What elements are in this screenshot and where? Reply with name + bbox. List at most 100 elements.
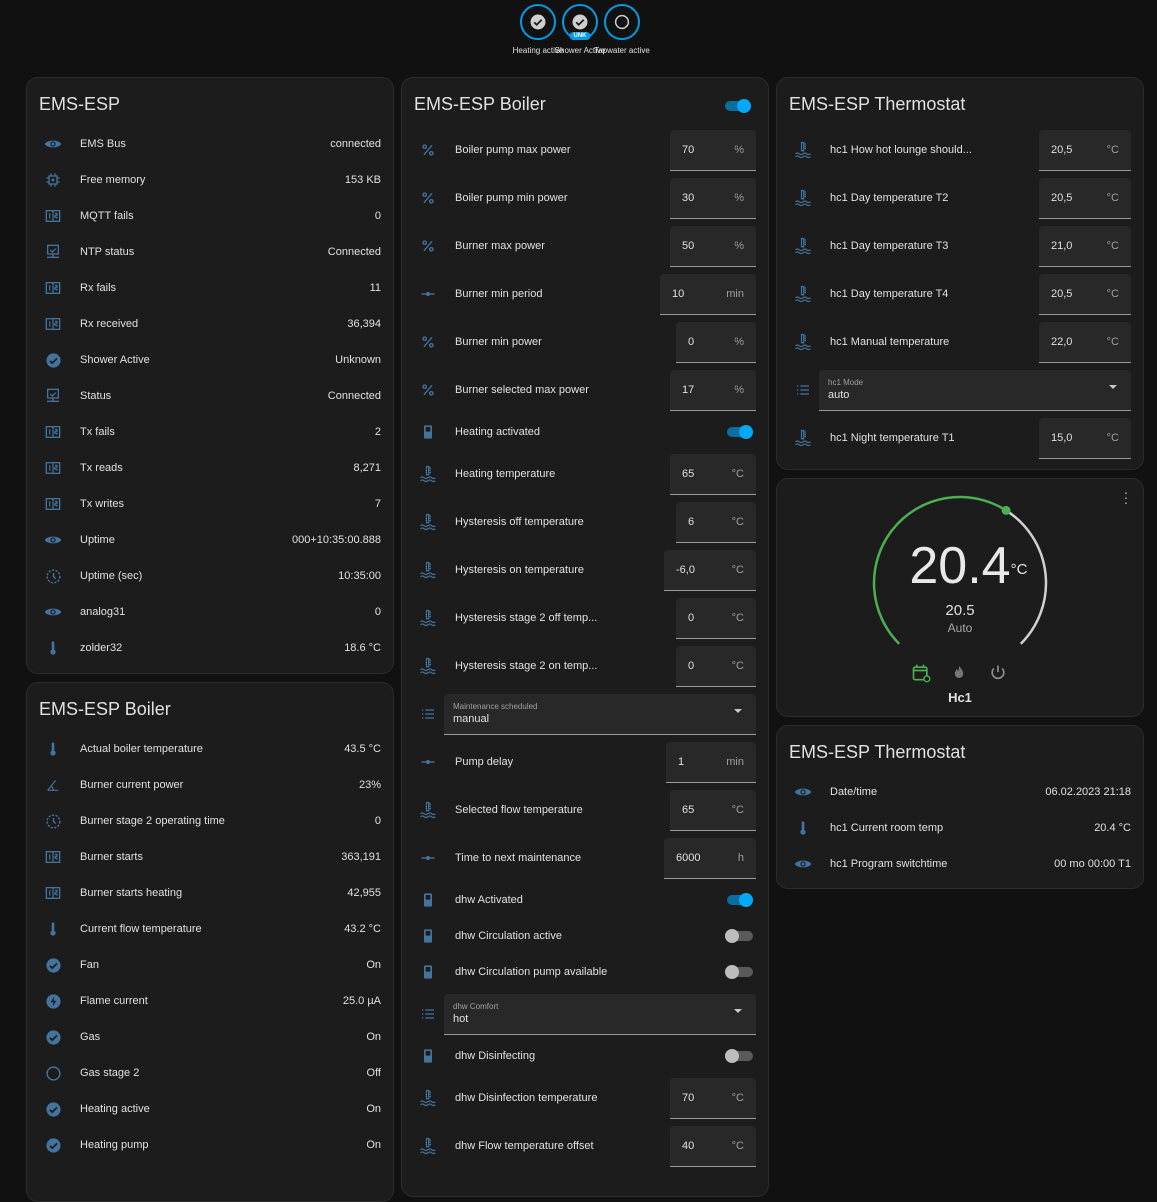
number-input[interactable]: 17% <box>670 369 756 411</box>
more-options-icon[interactable]: · · · <box>1123 484 1129 510</box>
entity-row-fan[interactable]: Fan On <box>27 947 393 983</box>
list-icon <box>416 702 440 726</box>
entity-row-heating-pump[interactable]: Heating pump On <box>27 1127 393 1163</box>
entity-row-zolder32[interactable]: zolder32 18.6 °C <box>27 630 393 666</box>
number-input[interactable]: 15,0 °C <box>1039 417 1131 459</box>
card-title-text: EMS-ESP Thermostat <box>789 94 966 114</box>
entity-row-tx-fails[interactable]: Tx fails 2 <box>27 414 393 450</box>
number-input[interactable]: 0 °C <box>676 597 756 639</box>
entity-row-flame-current[interactable]: Flame current 25.0 µA <box>27 983 393 1019</box>
entity-row-gas[interactable]: Gas On <box>27 1019 393 1055</box>
entity-row-free-memory[interactable]: Free memory 153 KB <box>27 162 393 198</box>
entity-row-tx-writes[interactable]: Tx writes 7 <box>27 486 393 522</box>
entity-row-rx-received[interactable]: Rx received 36,394 <box>27 306 393 342</box>
entity-row-ntp-status[interactable]: NTP status Connected <box>27 234 393 270</box>
number-input[interactable]: 50% <box>670 225 756 267</box>
badge-tapwater-active[interactable]: Tapwater active <box>594 4 650 56</box>
number-input[interactable]: 6000 h <box>664 837 756 879</box>
entity-row-analog31[interactable]: analog31 0 <box>27 594 393 630</box>
mode-auto-button[interactable] <box>911 663 931 683</box>
number-input[interactable]: 65 °C <box>670 453 756 495</box>
row-label: Heating activated <box>455 426 540 438</box>
select-maintenance-scheduled[interactable]: Maintenance scheduled manual <box>444 693 756 735</box>
badge-shower-active[interactable]: UNK Shower Active <box>555 4 605 56</box>
number-input[interactable]: -6,0 °C <box>664 549 756 591</box>
number-input[interactable]: 70% <box>670 129 756 171</box>
toggle-icon <box>416 960 440 984</box>
number-input[interactable]: 6 °C <box>676 501 756 543</box>
row-label: zolder32 <box>80 642 123 654</box>
toggle-switch[interactable] <box>725 893 753 907</box>
entity-row-burner-starts-heating[interactable]: Burner starts heating 42,955 <box>27 875 393 911</box>
number-input[interactable]: 10 min <box>660 273 756 315</box>
row-label: Gas stage 2 <box>80 1067 140 1079</box>
number-unit: min <box>726 287 744 300</box>
target-temperature[interactable]: 20.5 <box>945 602 975 619</box>
entity-row-status[interactable]: Status Connected <box>27 378 393 414</box>
number-input[interactable]: 0 °C <box>676 645 756 687</box>
entity-row-date-time[interactable]: Date/time 06.02.2023 21:18 <box>777 774 1143 810</box>
row-value: Connected <box>327 390 381 402</box>
row-label: Burner stage 2 operating time <box>80 815 225 827</box>
number-row-selected-flow-temperature: Selected flow temperature 65 °C <box>402 786 768 834</box>
entity-row-heating-active[interactable]: Heating active On <box>27 1091 393 1127</box>
toggle-switch[interactable] <box>725 1049 753 1063</box>
toggle-switch[interactable] <box>725 425 753 439</box>
row-label: Flame current <box>80 995 148 1007</box>
row-label: hc1 How hot lounge should... <box>830 144 972 156</box>
card-enable-toggle[interactable] <box>723 99 751 113</box>
switch-row-dhw-activated: dhw Activated <box>402 882 768 918</box>
badge-label: Tapwater active <box>594 46 650 55</box>
entity-row-rx-fails[interactable]: Rx fails 11 <box>27 270 393 306</box>
toggle-switch[interactable] <box>725 965 753 979</box>
number-input[interactable]: 21,0 °C <box>1039 225 1131 267</box>
entity-row-current-flow-temperature[interactable]: Current flow temperature 43.2 °C <box>27 911 393 947</box>
entity-row-burner-current-power[interactable]: Burner current power 23% <box>27 767 393 803</box>
entity-row-burner-stage-2-operating-time[interactable]: Burner stage 2 operating time 0 <box>27 803 393 839</box>
temperature-dial[interactable] <box>777 479 1144 717</box>
select-dhw-comfort[interactable]: dhw Comfort hot <box>444 993 756 1035</box>
entity-row-burner-starts[interactable]: Burner starts 363,191 <box>27 839 393 875</box>
number-input[interactable]: 1 min <box>666 741 756 783</box>
check-circle-icon <box>41 1025 65 1049</box>
number-input[interactable]: 65 °C <box>670 789 756 831</box>
number-row-burner-min-period: Burner min period 10 min <box>402 270 768 318</box>
mode-off-button[interactable] <box>988 663 1008 683</box>
entity-row-hc1-program-switchtime[interactable]: hc1 Program switchtime 00 mo 00:00 T1 <box>777 846 1143 882</box>
select-hc1-mode[interactable]: hc1 Mode auto <box>819 369 1131 411</box>
number-input[interactable]: 20,5 °C <box>1039 129 1131 171</box>
number-input[interactable]: 0% <box>676 321 756 363</box>
row-label: Free memory <box>80 174 146 186</box>
entity-row-uptime-sec[interactable]: Uptime (sec) 10:35:00 <box>27 558 393 594</box>
entity-row-gas-stage-2[interactable]: Gas stage 2 Off <box>27 1055 393 1091</box>
number-unit: °C <box>731 1091 744 1104</box>
number-input[interactable]: 40 °C <box>670 1125 756 1167</box>
badge-heating-active[interactable]: Heating active <box>513 4 563 56</box>
row-value: 43.5 °C <box>344 743 381 755</box>
entity-row-ems-bus[interactable]: EMS Bus connected <box>27 126 393 162</box>
number-input[interactable]: 20,5 °C <box>1039 177 1131 219</box>
badge-label: Shower Active <box>554 46 606 55</box>
entity-row-hc1-current-room-temp[interactable]: hc1 Current room temp 20.4 °C <box>777 810 1143 846</box>
entity-row-tx-reads[interactable]: Tx reads 8,271 <box>27 450 393 486</box>
number-unit: % <box>734 191 744 204</box>
row-label: Fan <box>80 959 99 971</box>
number-input[interactable]: 20,5 °C <box>1039 273 1131 315</box>
row-value: 7 <box>374 498 381 510</box>
switch-row-heating-activated: Heating activated <box>402 414 768 450</box>
number-input[interactable]: 70 °C <box>670 1077 756 1119</box>
entity-row-actual-boiler-temperature[interactable]: Actual boiler temperature 43.5 °C <box>27 731 393 767</box>
entity-row-shower-active[interactable]: Shower Active Unknown <box>27 342 393 378</box>
card-boiler-controls: EMS-ESP Boiler Boiler pump max power 70% Bo… <box>401 77 769 1197</box>
number-value: 70 <box>682 1091 695 1104</box>
target-handle[interactable] <box>1001 505 1011 515</box>
mode-heat-button[interactable] <box>949 663 969 683</box>
entity-row-uptime[interactable]: Uptime 000+10:35:00.888 <box>27 522 393 558</box>
toggle-switch[interactable] <box>725 929 753 943</box>
number-input[interactable]: 22,0 °C <box>1039 321 1131 363</box>
number-input[interactable]: 30% <box>670 177 756 219</box>
chip-icon <box>41 168 65 192</box>
entity-row-mqtt-fails[interactable]: MQTT fails 0 <box>27 198 393 234</box>
number-row-hysteresis-on-temperature: Hysteresis on temperature -6,0 °C <box>402 546 768 594</box>
row-label: Date/time <box>830 786 878 798</box>
